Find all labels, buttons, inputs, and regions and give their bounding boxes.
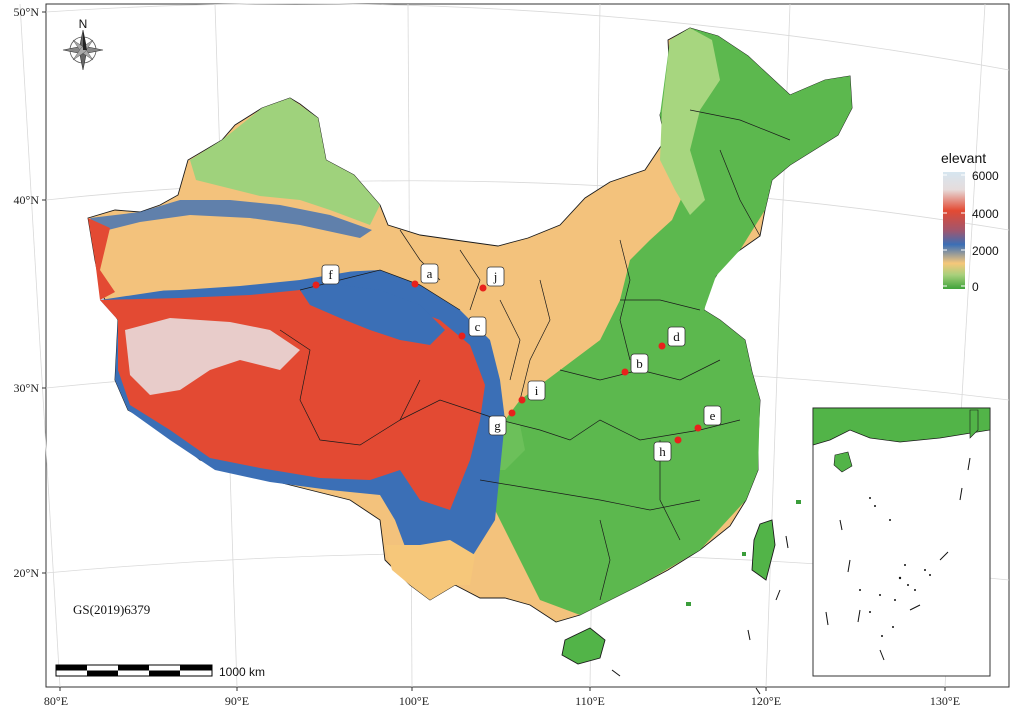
legend-title: elevant	[941, 150, 986, 166]
tarim-basin	[100, 222, 370, 292]
taiwan-island	[751, 519, 776, 581]
site-i-label: i	[535, 383, 539, 398]
kunlun-red	[88, 218, 115, 300]
north-arrow: N	[62, 17, 104, 71]
site-c-label: c	[475, 319, 481, 334]
site-c: c	[458, 316, 487, 340]
y-tick-50n: 50°N	[14, 5, 40, 19]
x-tick-80e: 80°E	[44, 694, 68, 708]
legend-tick-4000: 4000	[972, 207, 999, 221]
x-tick-110e: 110°E	[575, 694, 605, 708]
x-tick-90e: 90°E	[225, 694, 249, 708]
site-e-label: e	[710, 408, 716, 423]
south-china-sea-inset	[812, 407, 991, 677]
hainan-island	[561, 627, 606, 665]
province-boundaries	[279, 109, 791, 601]
legend-colorbar	[943, 172, 965, 289]
site-a-label: a	[427, 266, 433, 281]
site-h: h	[653, 436, 682, 462]
yunnan-tan	[385, 540, 475, 600]
site-d: d	[658, 326, 686, 350]
y-axis-labels: 50°N 40°N 30°N 20°N	[14, 5, 40, 580]
north-label: N	[79, 17, 88, 31]
x-tick-100e: 100°E	[399, 694, 429, 708]
y-tick-20n: 20°N	[14, 566, 40, 580]
site-h-label: h	[659, 444, 666, 459]
site-e: e	[694, 405, 722, 432]
site-d-label: d	[673, 329, 680, 344]
eastern-lowlands	[480, 28, 852, 615]
sample-sites: a b c d e f g	[312, 263, 722, 462]
scale-bar-label: 1000 km	[219, 665, 265, 679]
site-f-label: f	[328, 267, 333, 282]
y-tick-40n: 40°N	[14, 193, 40, 207]
x-axis-labels: 80°E 90°E 100°E 110°E 120°E 130°E	[44, 694, 960, 708]
legend-tick-6000: 6000	[972, 169, 999, 183]
site-f: f	[312, 264, 340, 289]
loess-tan	[470, 250, 625, 410]
legend-tick-0: 0	[972, 280, 979, 294]
x-tick-130e: 130°E	[930, 694, 960, 708]
site-i: i	[518, 380, 546, 404]
tianshan-mountains	[90, 200, 372, 238]
plateau-high-white	[125, 318, 300, 395]
site-j: j	[479, 266, 505, 292]
qaidam-basin	[300, 285, 445, 345]
site-j-label: j	[493, 269, 498, 284]
scale-bar: 1000 km	[55, 664, 265, 679]
northeast-plain	[660, 28, 720, 215]
site-g: g	[488, 409, 516, 436]
elevation-legend: elevant 6000 4000 2000 0	[941, 150, 999, 294]
site-b-label: b	[636, 356, 643, 371]
axis-ticks	[42, 11, 946, 691]
site-b: b	[621, 353, 649, 376]
small-islands	[611, 500, 801, 695]
map-approval-number: GS(2019)6379	[73, 602, 150, 617]
site-a: a	[411, 263, 439, 288]
dzungaria-basin	[190, 98, 380, 225]
legend-tick-2000: 2000	[972, 244, 999, 258]
site-g-label: g	[494, 418, 501, 433]
y-tick-30n: 30°N	[14, 381, 40, 395]
x-tick-120e: 120°E	[751, 694, 781, 708]
